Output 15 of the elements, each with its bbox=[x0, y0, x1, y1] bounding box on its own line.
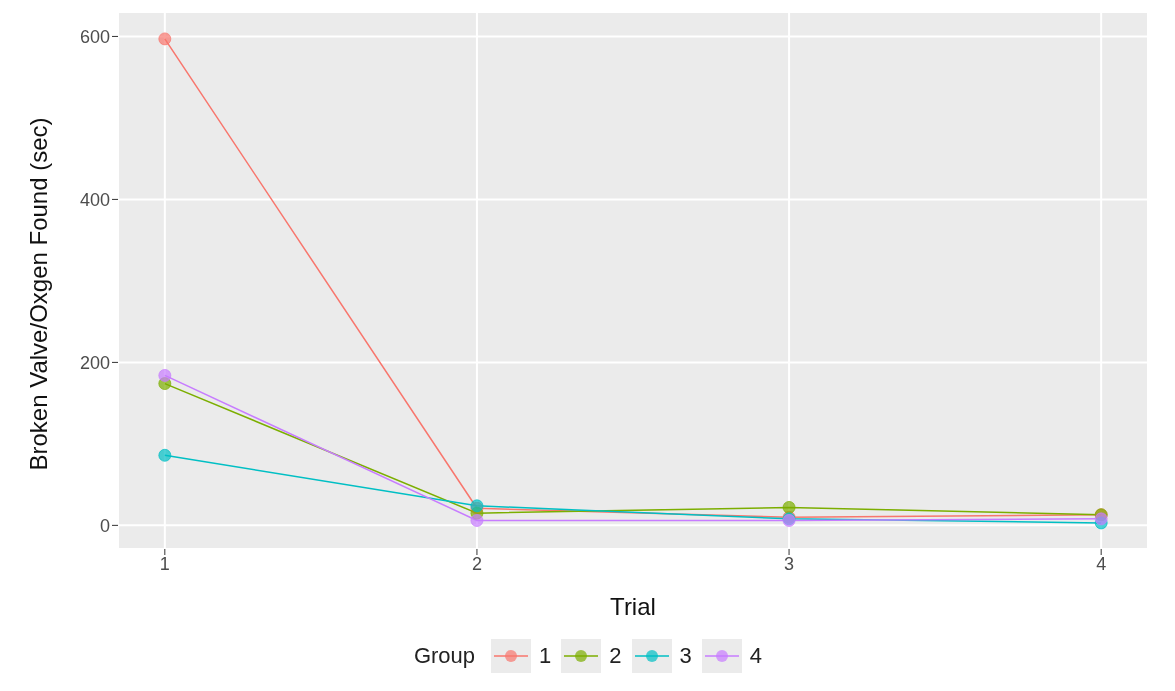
x-tick-label: 1 bbox=[159, 553, 170, 574]
legend-label: 1 bbox=[539, 643, 552, 669]
legend-title: Group bbox=[413, 643, 476, 669]
legend-label: 4 bbox=[749, 643, 763, 669]
legend-label: 2 bbox=[609, 643, 622, 669]
y-tick-label: 400 bbox=[79, 189, 110, 210]
y-tick-label: 200 bbox=[79, 352, 110, 373]
y-tick-label: 600 bbox=[79, 26, 110, 47]
y-axis-title: Broken Valve/Oxgen Found (sec) bbox=[24, 117, 52, 471]
legend-label: 3 bbox=[679, 643, 692, 669]
x-tick-label: 3 bbox=[784, 553, 795, 574]
y-tick-label: 0 bbox=[99, 515, 110, 536]
x-tick-label: 4 bbox=[1096, 553, 1107, 574]
x-axis-title: Trial bbox=[610, 593, 656, 620]
x-tick-label: 2 bbox=[471, 553, 482, 574]
